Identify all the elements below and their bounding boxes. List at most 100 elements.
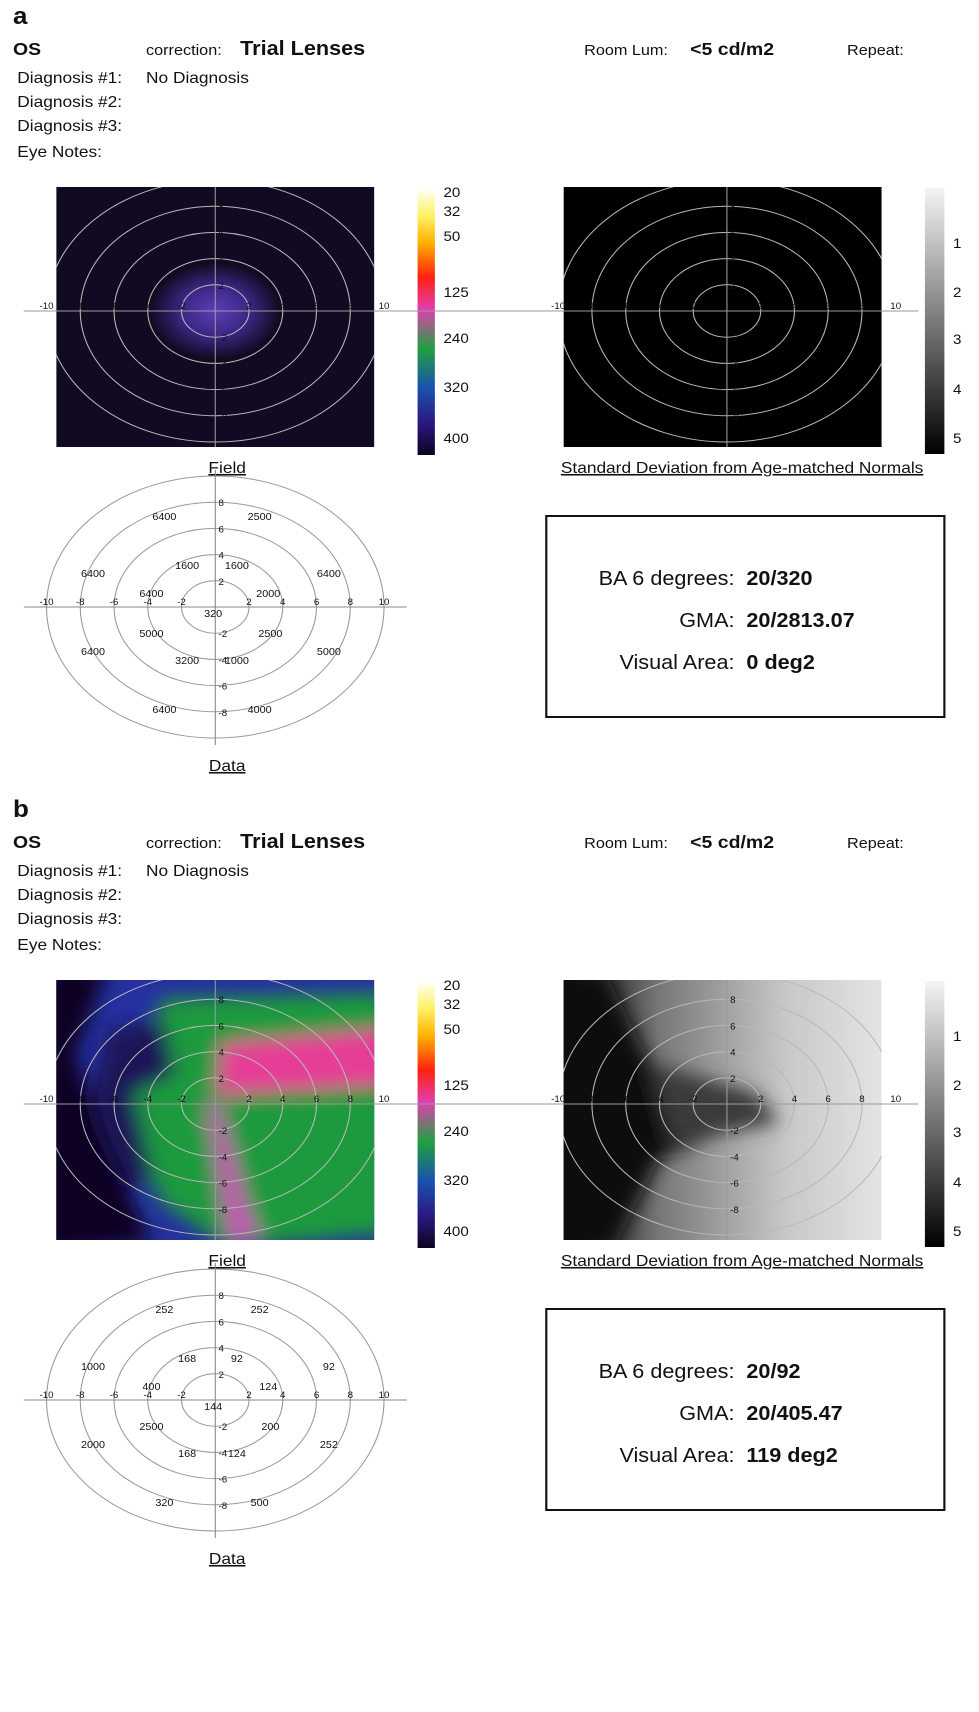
data-value: 144: [204, 1402, 222, 1413]
sd-scale-label: 3: [953, 1125, 961, 1140]
field-colorbar: [417, 983, 435, 1248]
y-tick-label: -8: [219, 1501, 228, 1511]
diagnosis-value: No Diagnosis: [146, 69, 249, 87]
field-scale-label: 50: [444, 229, 461, 244]
x-tick-label: 10: [890, 301, 901, 311]
data-caption: Data: [209, 757, 246, 775]
x-tick-label: 6: [825, 1094, 830, 1104]
data-value: 124: [259, 1382, 277, 1393]
y-tick-label: -6: [219, 682, 228, 692]
x-tick-label: -8: [76, 1094, 85, 1104]
data-caption: Data: [209, 1550, 246, 1568]
diagnosis-label: Diagnosis #2:: [17, 886, 122, 904]
y-tick-label: 6: [219, 229, 224, 239]
x-tick-label: 10: [379, 301, 390, 311]
y-tick-label: 4: [219, 1344, 224, 1354]
summary-value: 20/405.47: [746, 1403, 842, 1425]
sd-colorbar: [924, 188, 945, 454]
y-tick-label: 2: [219, 577, 224, 587]
sd-scale-label: 2: [953, 1078, 961, 1093]
data-value: 168: [178, 1354, 196, 1365]
x-tick-label: -10: [39, 301, 53, 311]
data-value: 320: [204, 609, 222, 620]
y-tick-label: 6: [730, 1022, 735, 1032]
repeat-label: Repeat:: [847, 836, 904, 852]
room-lum-label: Room Lum:: [584, 43, 668, 59]
y-tick-label: -4: [219, 1449, 228, 1459]
x-tick-label: -4: [655, 301, 664, 311]
field-scale-label: 400: [444, 1224, 469, 1239]
summary-label: GMA:: [679, 1403, 734, 1425]
data-value: 6400: [152, 512, 176, 523]
field-scale-label: 20: [444, 978, 461, 993]
x-tick-label: -8: [76, 301, 85, 311]
x-tick-label: -6: [110, 597, 119, 607]
y-tick-label: -8: [730, 1205, 739, 1215]
panel: a OS correction: Trial Lenses Room Lum: <5 cd…: [13, 3, 961, 775]
y-tick-label: -4: [730, 1153, 739, 1163]
summary-label: Visual Area:: [619, 652, 734, 674]
diagnosis-label: Diagnosis #1:: [17, 862, 122, 880]
diagnosis-value: No Diagnosis: [146, 862, 249, 880]
x-tick-label: -10: [551, 1094, 565, 1104]
x-tick-label: -2: [177, 301, 186, 311]
data-value: 1000: [81, 1362, 105, 1373]
y-tick-label: -4: [219, 656, 228, 666]
field-scale-label: 125: [444, 285, 469, 300]
y-tick-label: -2: [730, 334, 739, 344]
sd-scale-label: 1: [953, 236, 961, 251]
data-value: 1600: [175, 561, 199, 572]
x-tick-label: 8: [348, 1094, 353, 1104]
data-value: 6400: [152, 705, 176, 716]
x-tick-label: -2: [689, 301, 698, 311]
summary-value: 0 deg2: [746, 652, 815, 674]
summary-label: BA 6 degrees:: [599, 1361, 735, 1383]
y-tick-label: 8: [730, 203, 735, 213]
field-scale-label: 20: [444, 185, 461, 200]
y-tick-label: 2: [219, 281, 224, 291]
y-tick-label: 4: [730, 255, 735, 265]
y-tick-label: 2: [730, 281, 735, 291]
data-value: 500: [251, 1498, 269, 1509]
x-tick-label: 10: [890, 1094, 901, 1104]
eye-notes-label: Eye Notes:: [17, 936, 102, 954]
x-tick-label: 2: [758, 301, 763, 311]
summary-box: [545, 1308, 946, 1511]
data-value: 1000: [225, 656, 249, 667]
x-tick-label: 2: [246, 1094, 251, 1104]
y-tick-label: 4: [730, 1048, 735, 1058]
field-scale-label: 320: [444, 1173, 469, 1188]
x-tick-label: -6: [621, 301, 630, 311]
y-tick-label: -4: [219, 1153, 228, 1163]
y-tick-label: 8: [219, 499, 224, 509]
data-value: 6400: [81, 569, 105, 580]
data-value: 320: [155, 1498, 173, 1509]
x-tick-label: 4: [792, 301, 797, 311]
data-value: 2500: [139, 1422, 163, 1433]
x-tick-label: 2: [246, 597, 251, 607]
eye: OS: [13, 39, 41, 59]
sd-scale-label: 4: [953, 1175, 961, 1190]
data-value: 168: [178, 1449, 196, 1460]
data-value: 4000: [248, 705, 272, 716]
x-tick-label: -4: [143, 1390, 152, 1400]
y-tick-label: -8: [219, 708, 228, 718]
room-lum-label: Room Lum:: [584, 836, 668, 852]
y-tick-label: -2: [219, 630, 228, 640]
x-tick-label: -8: [588, 301, 597, 311]
sd-map: [563, 980, 882, 1240]
sd-scale-label: 4: [953, 382, 961, 397]
x-tick-label: -6: [110, 1390, 119, 1400]
x-tick-label: 10: [379, 597, 390, 607]
x-tick-label: 8: [859, 1094, 864, 1104]
x-tick-label: 4: [280, 301, 285, 311]
panel: b OS correction: Trial Lenses Room Lum: <5 cd…: [13, 796, 961, 1568]
data-value: 2500: [258, 629, 282, 640]
diagnosis-label: Diagnosis #3:: [17, 910, 122, 928]
y-tick-label: -6: [730, 386, 739, 396]
y-tick-label: 8: [219, 203, 224, 213]
field-scale-label: 125: [444, 1078, 469, 1093]
sd-map: [563, 187, 882, 447]
y-tick-label: -2: [219, 334, 228, 344]
x-tick-label: -6: [110, 1094, 119, 1104]
